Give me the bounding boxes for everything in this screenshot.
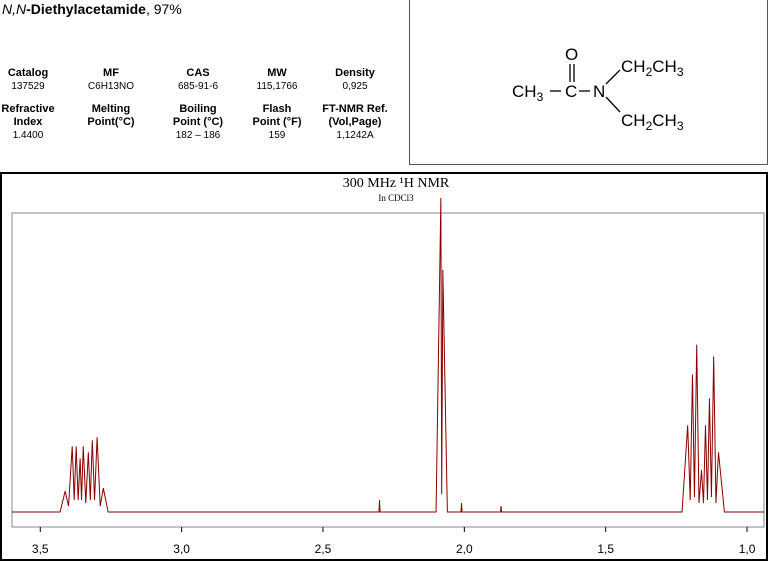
property-value: 159: [268, 130, 286, 141]
x-tick-label: 2,0: [456, 542, 473, 556]
title: N,N-Diethylacetamide, 97%: [2, 1, 182, 17]
property-label: CAS: [186, 67, 210, 79]
chart-subtitle: In CDCl3: [378, 193, 414, 203]
property-label: Melting Point(°C): [87, 103, 135, 128]
property-value: 1,1242A: [336, 130, 374, 141]
title-bold: -Diethylacetamide: [26, 1, 146, 17]
x-tick-label: 2,5: [315, 542, 332, 556]
property: Refractive Index 1.4400: [0, 103, 68, 141]
property-label: MW: [267, 67, 287, 79]
atom: N: [593, 82, 605, 101]
x-tick-label: 1,0: [739, 542, 756, 556]
property-value: 115,1766: [256, 81, 298, 92]
x-tick-label: 1,5: [597, 542, 614, 556]
property-label: MF: [103, 67, 119, 79]
property-label: Catalog: [7, 67, 49, 79]
atom: O: [565, 45, 578, 64]
property: Melting Point(°C): [71, 103, 151, 129]
chart: 300 MHz ¹H NMR In CDCl3 3,5 3,0 2,5 2,0 1,5 1…: [0, 172, 768, 561]
property: FT-NMR Ref. (Vol,Page) 1,1242A: [315, 103, 395, 141]
property: Density 0,925: [315, 67, 395, 92]
property-value: C6H13NO: [87, 81, 135, 92]
spectrum: [12, 198, 764, 513]
x-tick-label: 3,0: [173, 542, 190, 556]
structure: O CH3 C N CH2CH3 CH2CH3: [409, 0, 768, 165]
property: CAS 685-91-6: [158, 67, 238, 92]
atom: C: [565, 82, 577, 101]
property-value: 137529: [11, 81, 45, 92]
x-tick-label: 3,5: [32, 542, 49, 556]
ethyl: CH2CH3: [621, 111, 684, 133]
structure-drawing: O CH3 C N CH2CH3 CH2CH3: [512, 45, 684, 133]
property: Catalog 137529: [0, 67, 68, 92]
property: MW 115,1766: [237, 67, 317, 92]
title-rest: , 97%: [145, 1, 182, 17]
property-label: FT-NMR Ref. (Vol,Page): [322, 103, 388, 128]
methyl: CH3: [512, 82, 544, 104]
ethyl: CH2CH3: [621, 57, 684, 79]
property-label: Boiling Point (°C): [172, 103, 224, 128]
property-value: 685-91-6: [177, 81, 219, 92]
property-label: Refractive Index: [1, 103, 55, 128]
property-value: 182 – 186: [175, 130, 221, 141]
property-value: 0,925: [342, 81, 368, 92]
property-value: 1.4400: [12, 130, 44, 141]
property: Boiling Point (°C) 182 – 186: [158, 103, 238, 141]
property-label: Density: [335, 67, 375, 79]
property: Flash Point (°F) 159: [237, 103, 317, 141]
title-italic: N,N: [2, 1, 27, 17]
chart-title: 300 MHz ¹H NMR: [343, 176, 450, 191]
property-label: Flash Point (°F): [252, 103, 302, 128]
property: MF C6H13NO: [71, 67, 151, 92]
